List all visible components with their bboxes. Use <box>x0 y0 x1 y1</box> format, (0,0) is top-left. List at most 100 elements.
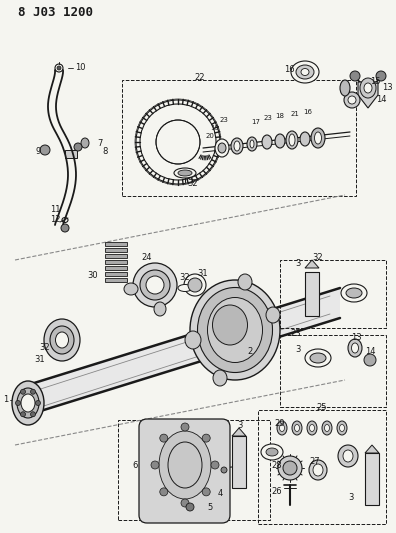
Ellipse shape <box>218 143 226 153</box>
Circle shape <box>186 503 194 511</box>
Ellipse shape <box>289 134 295 146</box>
Ellipse shape <box>314 132 322 144</box>
Circle shape <box>160 434 168 442</box>
Text: 4: 4 <box>217 489 223 498</box>
Ellipse shape <box>343 450 353 462</box>
Ellipse shape <box>174 168 196 178</box>
Ellipse shape <box>208 297 263 362</box>
Ellipse shape <box>124 283 138 295</box>
Text: 21: 21 <box>291 111 299 117</box>
Circle shape <box>350 71 360 81</box>
Text: 30: 30 <box>88 271 98 279</box>
Polygon shape <box>365 445 379 453</box>
Ellipse shape <box>313 464 323 476</box>
Ellipse shape <box>178 170 192 176</box>
Ellipse shape <box>310 353 326 363</box>
Circle shape <box>348 96 356 104</box>
Ellipse shape <box>339 424 345 432</box>
Circle shape <box>202 488 210 496</box>
Text: 28: 28 <box>271 461 282 470</box>
Text: 27: 27 <box>309 457 320 466</box>
Ellipse shape <box>238 274 252 290</box>
Circle shape <box>364 354 376 366</box>
Circle shape <box>36 400 40 406</box>
Ellipse shape <box>188 278 202 292</box>
Ellipse shape <box>213 305 248 345</box>
Bar <box>365 453 379 505</box>
Bar <box>105 272 127 276</box>
Text: 12: 12 <box>50 215 60 224</box>
Circle shape <box>15 400 21 406</box>
FancyBboxPatch shape <box>139 419 230 523</box>
Ellipse shape <box>301 69 309 76</box>
Ellipse shape <box>275 134 285 148</box>
Ellipse shape <box>286 131 298 149</box>
Text: 8: 8 <box>102 148 108 157</box>
Bar <box>280 260 386 328</box>
Ellipse shape <box>277 421 287 435</box>
Ellipse shape <box>140 270 170 300</box>
Text: 10: 10 <box>75 63 85 72</box>
Polygon shape <box>305 260 319 268</box>
Circle shape <box>21 412 25 417</box>
Text: 29: 29 <box>274 418 285 427</box>
Ellipse shape <box>340 80 350 96</box>
Ellipse shape <box>309 460 327 480</box>
Ellipse shape <box>291 61 319 83</box>
Text: 19: 19 <box>211 125 219 131</box>
Circle shape <box>344 92 360 108</box>
Ellipse shape <box>324 424 329 432</box>
Text: 14: 14 <box>365 348 375 357</box>
Text: 32: 32 <box>180 273 190 282</box>
Ellipse shape <box>21 394 35 412</box>
Text: 32: 32 <box>40 343 50 352</box>
Ellipse shape <box>266 448 278 456</box>
Text: 9: 9 <box>35 148 41 157</box>
Ellipse shape <box>250 140 254 148</box>
Ellipse shape <box>307 421 317 435</box>
Bar <box>105 254 127 258</box>
Ellipse shape <box>311 128 325 148</box>
Ellipse shape <box>310 424 314 432</box>
Ellipse shape <box>247 137 257 151</box>
Text: 16: 16 <box>303 109 312 115</box>
Bar <box>122 80 356 196</box>
Ellipse shape <box>231 138 243 154</box>
Ellipse shape <box>364 83 372 93</box>
Text: 1: 1 <box>3 395 8 405</box>
Circle shape <box>160 488 168 496</box>
Bar <box>280 335 386 407</box>
Text: 11: 11 <box>50 206 60 214</box>
Text: 13: 13 <box>382 84 392 93</box>
Text: 3: 3 <box>237 422 243 431</box>
Text: 26: 26 <box>271 488 282 497</box>
Ellipse shape <box>184 274 206 296</box>
Circle shape <box>221 467 227 473</box>
Ellipse shape <box>213 370 227 386</box>
Bar <box>118 420 270 520</box>
Ellipse shape <box>198 287 272 373</box>
Text: 7: 7 <box>97 139 103 148</box>
Text: 20: 20 <box>206 133 215 139</box>
Circle shape <box>30 412 36 417</box>
Ellipse shape <box>261 444 283 460</box>
Bar <box>105 248 127 252</box>
Text: 24: 24 <box>142 253 152 262</box>
Ellipse shape <box>280 424 284 432</box>
Circle shape <box>21 389 25 394</box>
Ellipse shape <box>50 326 74 354</box>
Ellipse shape <box>55 332 69 348</box>
Bar <box>232 436 246 488</box>
Ellipse shape <box>12 381 44 425</box>
Text: 17: 17 <box>251 119 261 125</box>
Ellipse shape <box>44 319 80 361</box>
Bar <box>105 260 127 264</box>
Circle shape <box>202 434 210 442</box>
Text: 13: 13 <box>351 334 361 343</box>
Circle shape <box>30 389 36 394</box>
Ellipse shape <box>81 138 89 148</box>
Text: 2: 2 <box>248 348 253 357</box>
Ellipse shape <box>348 339 362 357</box>
Bar <box>65 150 77 158</box>
Circle shape <box>156 120 200 164</box>
